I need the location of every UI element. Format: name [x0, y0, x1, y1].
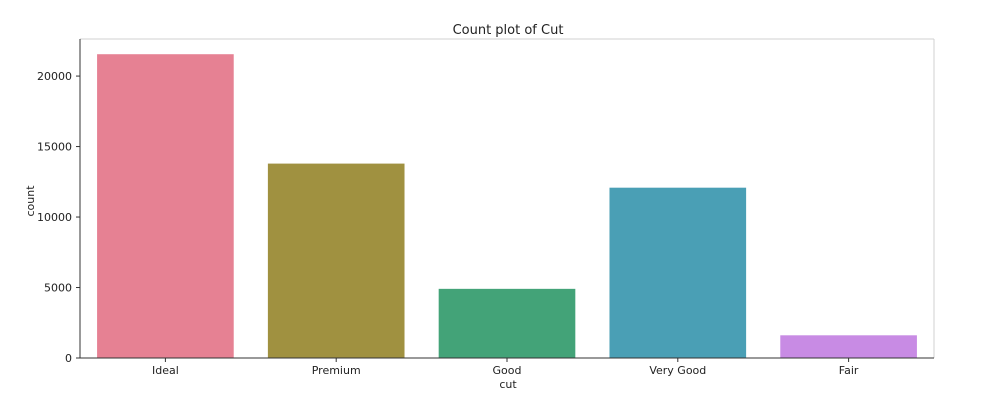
y-tick-label: 20000 — [37, 70, 72, 83]
x-tick-label: Premium — [312, 364, 361, 377]
y-axis-label: count — [24, 185, 37, 217]
bar-ideal — [97, 54, 234, 359]
bar-premium — [267, 163, 405, 358]
x-tick-label: Fair — [839, 364, 859, 377]
y-tick-label: 5000 — [44, 282, 72, 295]
y-tick-label: 10000 — [37, 211, 72, 224]
x-tick-label: Very Good — [649, 364, 706, 377]
y-tick-label: 15000 — [37, 141, 72, 154]
bar-very-good — [609, 187, 747, 358]
x-tick-label: Good — [493, 364, 522, 377]
ticks-layer: Ideal Premium Good Very Good Fair 0 5000 10000 1… — [37, 70, 859, 377]
bar-good — [438, 288, 576, 358]
bars-layer — [97, 54, 917, 359]
x-tick-label: Ideal — [152, 364, 179, 377]
y-tick-label: 0 — [65, 352, 72, 365]
chart-title: Count plot of Cut — [453, 23, 564, 38]
bar-fair — [780, 335, 917, 358]
x-axis-label: cut — [499, 378, 517, 391]
